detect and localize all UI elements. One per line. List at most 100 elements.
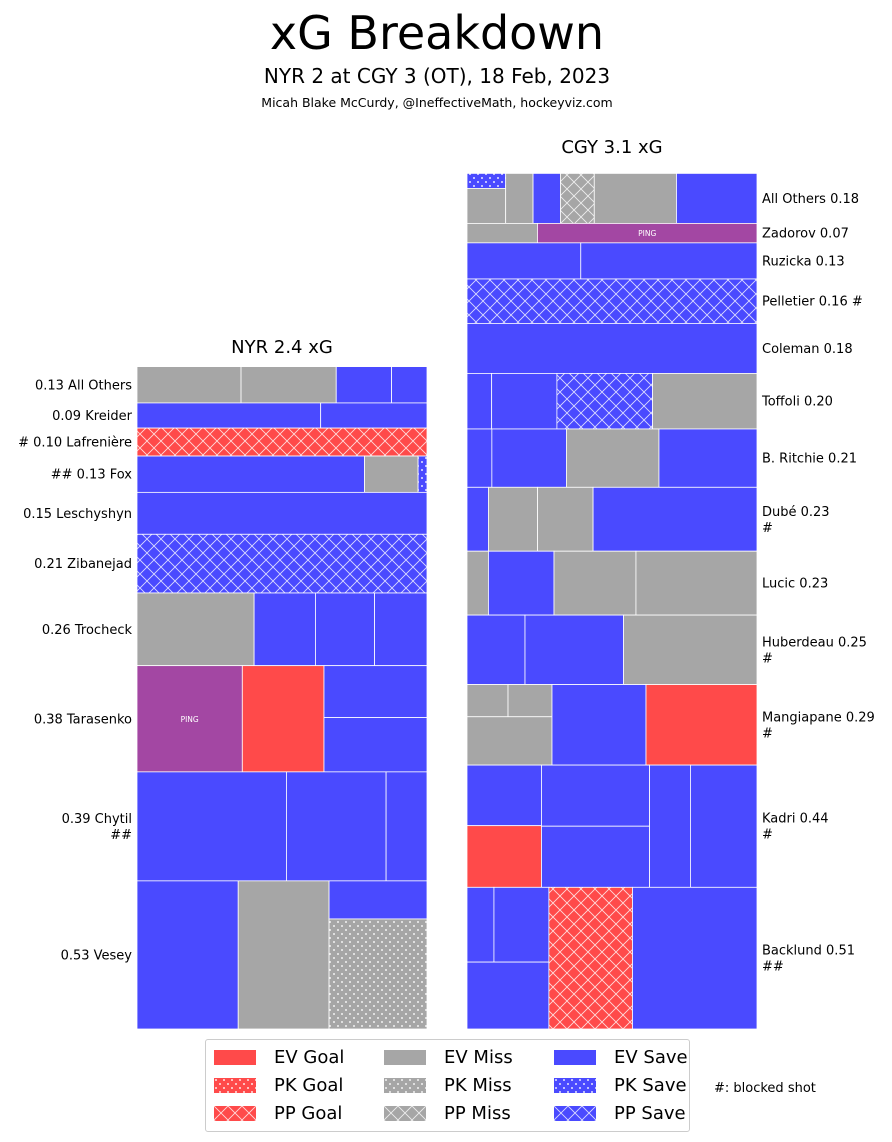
game-subtitle: NYR 2 at CGY 3 (OT), 18 Feb, 2023 <box>263 64 611 88</box>
nyr-8-shot-3-part-1 <box>323 665 428 718</box>
cgy-10-shot-3 <box>623 614 758 685</box>
legend-swatch <box>554 1049 596 1065</box>
nyr-10-shot-3-part-1 <box>328 880 428 920</box>
legend-item-pp-goal: PP Goal <box>214 1101 342 1125</box>
nyr-2-shot-1 <box>136 402 322 429</box>
legend-item-pp-save: PP Save <box>554 1101 686 1125</box>
nyr-6-shot-1 <box>136 533 428 594</box>
cgy-player-label: B. Ritchie 0.21 <box>762 452 857 467</box>
nyr-7-shot-3 <box>315 592 375 667</box>
cgy-3-shot-2 <box>580 242 758 280</box>
cgy-3-shot-1 <box>466 242 582 280</box>
ping-label: PING <box>638 229 656 238</box>
nyr-9-shot-3 <box>385 771 428 882</box>
cgy-6-shot-2 <box>491 373 558 430</box>
cgy-10-shot-2 <box>524 614 624 685</box>
cgy-5-shot-1 <box>466 323 758 374</box>
cgy-player-label: All Others 0.18 <box>762 192 859 207</box>
legend-label: PK Save <box>614 1074 687 1096</box>
nyr-8-shot-2 <box>241 665 325 773</box>
cgy-12-shot-1-part-1 <box>466 764 542 827</box>
legend-label: EV Miss <box>444 1046 513 1068</box>
cgy-8-shot-1 <box>466 486 489 552</box>
blocked-shot-note: #: blocked shot <box>714 1081 816 1096</box>
nyr-7-shot-1 <box>136 592 255 667</box>
nyr-10-shot-3-part-2 <box>328 918 428 1030</box>
legend-label: PK Goal <box>274 1074 344 1096</box>
legend-label: EV Goal <box>274 1046 345 1068</box>
cgy-9-shot-3 <box>553 550 637 616</box>
legend-label: PP Miss <box>444 1102 511 1124</box>
legend-item-pk-goal: PK Goal <box>214 1073 343 1097</box>
chart-title: xG Breakdown <box>269 6 605 60</box>
cgy-12-shot-2-part-1 <box>541 764 650 827</box>
legend-item-ev-miss: EV Miss <box>384 1045 513 1069</box>
cgy-12-shot-2-part-2 <box>541 825 650 888</box>
nyr-2-shot-2 <box>320 402 428 429</box>
cgy-13-shot-1-part-1-2 <box>493 886 550 963</box>
cgy-6-shot-1 <box>466 373 493 430</box>
nyr-9-shot-1 <box>136 771 287 882</box>
cgy-player-label: Zadorov 0.07 <box>762 227 849 242</box>
cgy-player-label: Lucic 0.23 <box>762 577 828 592</box>
legend-swatch <box>554 1105 596 1121</box>
legend-label: PK Miss <box>444 1074 512 1096</box>
legend-item-ev-goal: EV Goal <box>214 1045 344 1069</box>
nyr-player-label: 0.26 Trocheck <box>42 623 133 638</box>
credit-line: Micah Blake McCurdy, @IneffectiveMath, h… <box>261 95 613 110</box>
nyr-player-label: 0.53 Vesey <box>61 948 133 963</box>
cgy-player-label: Coleman 0.18 <box>762 342 853 357</box>
nyr-7-shot-4 <box>374 592 428 667</box>
cgy-1-shot-1-part-2 <box>466 188 507 224</box>
cgy-player-label: Kadri 0.44 # <box>762 812 829 843</box>
cgy-7-shot-3 <box>566 428 660 488</box>
legend: EV Goal PK Goal PP Goal EV Miss PK Miss PP Mi… <box>205 1039 690 1132</box>
cgy-6-shot-3 <box>556 373 654 430</box>
nyr-player-label: 0.09 Kreider <box>52 409 133 424</box>
cgy-13-shot-1-part-1-1 <box>466 886 495 963</box>
nyr-player-label: ## 0.13 Fox <box>51 468 133 483</box>
nyr-1-shot-2 <box>240 366 337 404</box>
nyr-10-shot-2 <box>237 880 330 1030</box>
cgy-1-shot-6 <box>676 172 758 224</box>
nyr-1-shot-1 <box>136 366 242 404</box>
nyr-player-label: 0.38 Tarasenko <box>34 712 132 727</box>
cgy-player-label: Dubé 0.23 # <box>762 505 830 536</box>
cgy-9-shot-4 <box>635 550 758 616</box>
cgy-8-shot-3 <box>537 486 594 552</box>
ping-label: PING <box>181 715 199 724</box>
legend-item-pp-miss: PP Miss <box>384 1101 511 1125</box>
cgy-11-shot-1-part-1-1 <box>466 684 509 718</box>
cgy-1-shot-4 <box>560 172 595 224</box>
legend-swatch <box>384 1049 426 1065</box>
nyr-1-shot-4 <box>391 366 428 404</box>
cgy-11-shot-2 <box>551 684 647 766</box>
legend-label: PP Goal <box>274 1102 343 1124</box>
cgy-8-shot-2 <box>488 486 539 552</box>
nyr-player-label: 0.39 Chytil ## <box>62 812 132 843</box>
cgy-12-shot-1-part-2 <box>466 825 542 888</box>
cgy-player-label: Pelletier 0.16 # <box>762 295 863 310</box>
legend-swatch <box>214 1105 256 1121</box>
cgy-1-shot-1-part-1 <box>466 172 507 189</box>
nyr-player-label: 0.21 Zibanejad <box>34 557 132 572</box>
cgy-11-shot-1-part-2 <box>466 716 553 766</box>
nyr-7-shot-2 <box>253 592 316 667</box>
cgy-header: CGY 3.1 xG <box>561 137 662 158</box>
legend-item-pk-miss: PK Miss <box>384 1073 512 1097</box>
cgy-11-shot-3 <box>645 684 758 766</box>
cgy-2-shot-2: PING <box>537 223 758 244</box>
cgy-player-label: Mangiapane 0.29 # <box>762 710 875 741</box>
cgy-4-shot-1 <box>466 278 758 324</box>
nyr-4-shot-3 <box>417 455 428 493</box>
nyr-8-shot-3-part-2 <box>323 717 428 773</box>
legend-swatch <box>384 1105 426 1121</box>
nyr-3-shot-1 <box>136 427 428 457</box>
legend-swatch <box>384 1077 426 1093</box>
nyr-5-shot-1 <box>136 491 428 535</box>
nyr-9-shot-2 <box>286 771 387 882</box>
legend-swatch <box>214 1077 256 1093</box>
nyr-8-shot-1: PING <box>136 665 243 773</box>
cgy-8-shot-4 <box>592 486 758 552</box>
